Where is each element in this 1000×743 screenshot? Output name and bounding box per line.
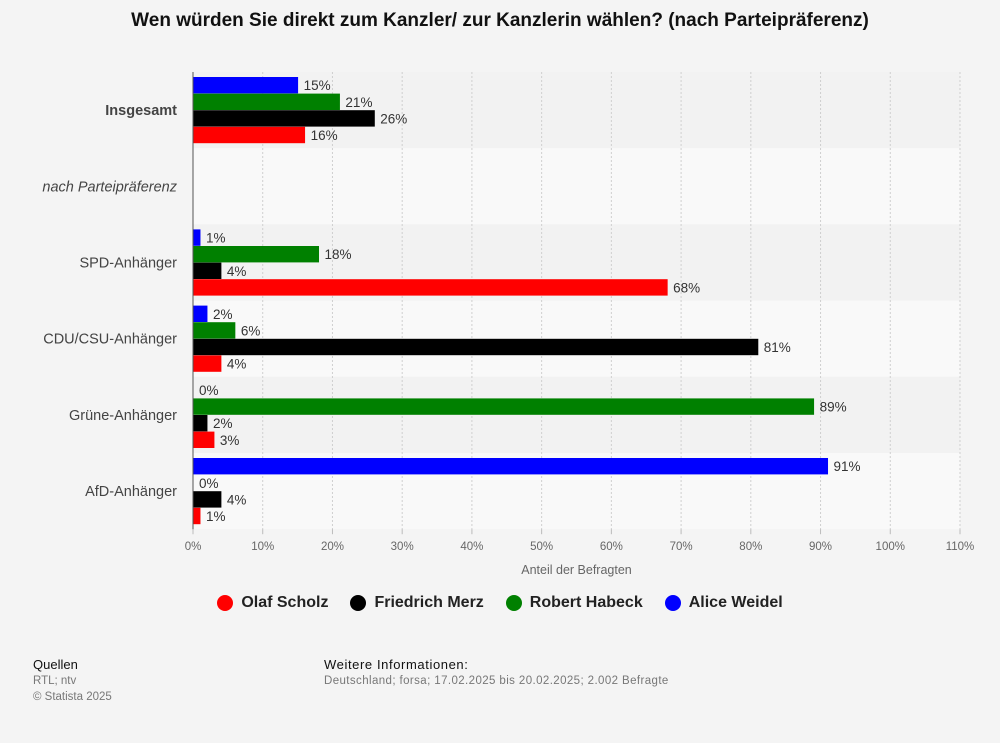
data-label: 89% [820, 400, 847, 415]
bar [193, 458, 829, 475]
row-background [193, 72, 960, 149]
x-tick-label: 80% [739, 541, 762, 553]
bar [193, 338, 759, 356]
legend-label: Olaf Scholz [241, 594, 329, 611]
x-tick-label: 70% [670, 541, 693, 553]
data-label: 18% [325, 247, 352, 262]
data-label: 26% [380, 111, 407, 126]
bar [193, 246, 320, 263]
x-tick-label: 40% [460, 541, 483, 553]
x-tick-label: 100% [876, 541, 905, 553]
category-label: SPD-Anhänger [79, 256, 177, 272]
bar [193, 93, 340, 110]
row-background [193, 300, 960, 377]
bar [193, 279, 668, 296]
data-label: 0% [199, 476, 219, 491]
bar [193, 415, 208, 432]
legend-label: Robert Habeck [529, 594, 643, 611]
x-tick-label: 60% [600, 541, 623, 553]
legend-item[interactable]: Olaf Scholz [217, 594, 328, 612]
bar [193, 507, 201, 525]
x-tick-label: 90% [809, 541, 832, 553]
bar [193, 355, 222, 372]
bar [193, 110, 375, 127]
data-label: 2% [213, 416, 233, 431]
x-tick-label: 50% [530, 541, 553, 553]
sources-text: RTL; ntv [33, 675, 77, 687]
data-label: 16% [311, 128, 338, 143]
legend-marker-icon [217, 595, 234, 611]
info-text: Deutschland; forsa; 17.02.2025 bis 20.02… [324, 675, 669, 687]
legend-marker-icon [505, 595, 522, 611]
data-label: 21% [345, 95, 372, 110]
x-tick-label: 30% [391, 541, 414, 553]
x-tick-label: 0% [185, 541, 202, 553]
chart-title: Wen würden Sie direkt zum Kanzler/ zur K… [131, 10, 869, 31]
data-label: 15% [304, 78, 331, 93]
x-tick-label: 10% [251, 541, 274, 553]
category-label: Grüne-Anhänger [69, 408, 177, 424]
chart-legend: Olaf Scholz Friedrich Merz Robert Habeck Al… [0, 594, 1000, 612]
data-label: 0% [199, 383, 219, 398]
bar [193, 305, 208, 322]
category-label: AfD-Anhänger [85, 484, 177, 500]
data-label: 91% [834, 459, 861, 474]
data-label: 1% [206, 509, 226, 524]
legend-item[interactable]: Friedrich Merz [350, 594, 484, 612]
legend-label: Alice Weidel [688, 594, 783, 611]
data-label: 1% [206, 231, 226, 246]
data-label: 3% [220, 433, 240, 448]
bar-chart: 0% 10% 20% 30% 40% 50% 60% 70% 80% 90% 100% 110% Ant… [42, 72, 975, 577]
legend-marker-icon [350, 595, 367, 611]
data-label: 2% [213, 307, 233, 322]
info-block: Weitere Informationen: Deutschland; fors… [324, 657, 669, 689]
row-background [193, 376, 960, 453]
info-title: Weitere Informationen: [324, 657, 469, 672]
bar [193, 322, 236, 339]
copyright-text: © Statista 2025 [33, 691, 112, 703]
legend-item[interactable]: Alice Weidel [664, 594, 783, 612]
bar [193, 431, 215, 448]
row-background [193, 148, 960, 225]
legend-label: Friedrich Merz [374, 594, 484, 611]
bar [193, 491, 222, 508]
x-tick-label: 110% [946, 541, 975, 553]
sources-block: Quellen RTL; ntv © Statista 2025 [33, 657, 112, 705]
data-label: 4% [227, 492, 247, 507]
bar [193, 262, 222, 279]
legend-item[interactable]: Robert Habeck [505, 594, 643, 612]
category-label: CDU/CSU-Anhänger [43, 332, 177, 348]
data-label: 4% [227, 264, 247, 279]
category-label: Insgesamt [105, 103, 177, 119]
x-tick-label: 20% [321, 541, 344, 553]
data-label: 81% [764, 340, 791, 355]
sources-title: Quellen [33, 657, 78, 672]
bar [193, 398, 815, 415]
data-label: 68% [673, 280, 700, 295]
bar [193, 229, 201, 246]
data-label: 6% [241, 323, 261, 338]
legend-marker-icon [664, 595, 681, 611]
bar [193, 77, 299, 94]
x-axis-label: Anteil der Befragten [521, 563, 632, 577]
bar [193, 126, 306, 144]
data-label: 4% [227, 357, 247, 372]
category-label: nach Parteipräferenz [42, 179, 177, 195]
